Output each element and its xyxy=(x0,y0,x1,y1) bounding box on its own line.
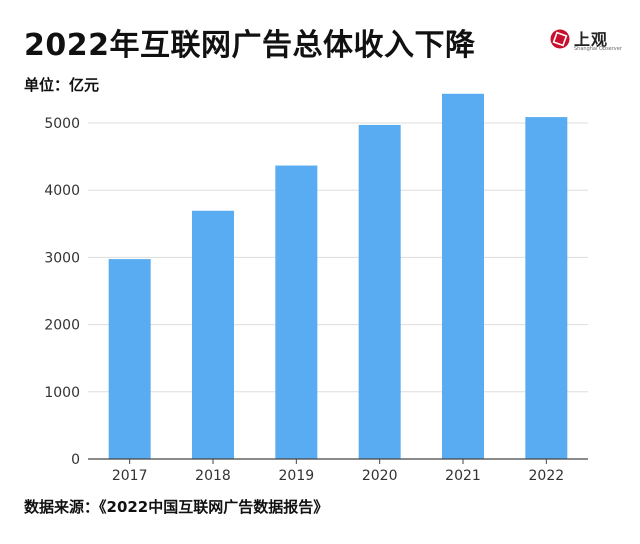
y-tick-label: 1000 xyxy=(44,385,80,401)
shanghai-observer-logo: 上观 Shanghai Observer xyxy=(550,24,630,60)
chart-title: 2022年互联网广告总体收入下降 xyxy=(24,28,476,63)
y-tick-label: 0 xyxy=(71,452,80,468)
bar xyxy=(108,259,151,459)
logo-subtitle: Shanghai Observer xyxy=(574,46,622,52)
x-tick-label: 2021 xyxy=(445,468,481,484)
bar xyxy=(442,93,484,459)
x-tick-label: 2019 xyxy=(279,468,315,484)
data-source: 数据来源：《2022中国互联网广告数据报告》 xyxy=(24,498,329,516)
bar xyxy=(525,117,568,460)
bar xyxy=(192,210,234,459)
unit-label: 单位：亿元 xyxy=(24,76,100,94)
bar xyxy=(275,165,318,459)
logo-name: 上观 xyxy=(574,30,609,49)
x-tick-label: 2022 xyxy=(529,468,565,484)
x-tick-label: 2020 xyxy=(362,468,398,484)
x-tick-label: 2017 xyxy=(112,468,148,484)
y-tick-label: 4000 xyxy=(44,183,80,199)
x-tick-label: 2018 xyxy=(195,468,231,484)
bar xyxy=(358,124,401,460)
y-tick-label: 3000 xyxy=(44,250,80,266)
logo-mark-icon xyxy=(550,29,570,49)
y-tick-label: 5000 xyxy=(44,116,80,132)
y-tick-label: 2000 xyxy=(44,318,80,334)
